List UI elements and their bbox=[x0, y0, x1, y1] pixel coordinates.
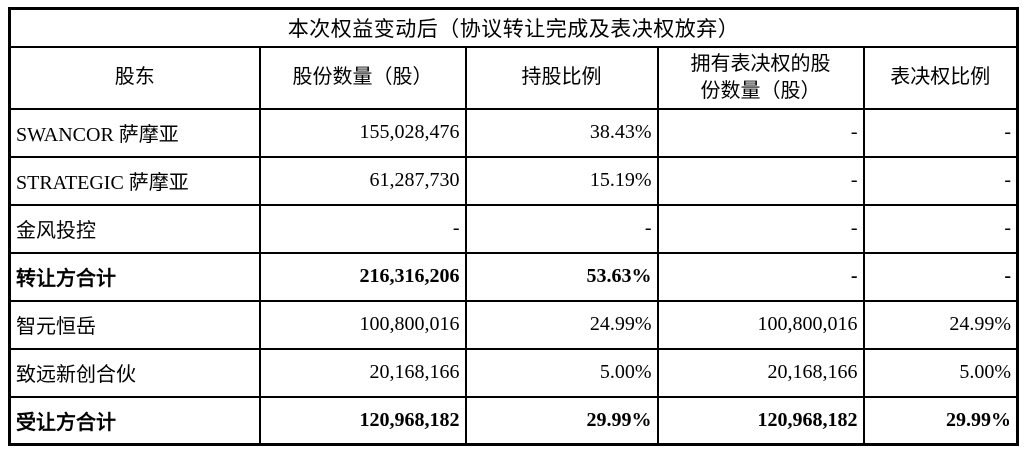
cell-voting-shares: - bbox=[656, 107, 865, 158]
cell-voting-shares: - bbox=[656, 203, 865, 254]
cell-shares: - bbox=[258, 203, 467, 254]
cell-holding-pct: 38.43% bbox=[464, 107, 659, 158]
table-row: 致远新创合伙 20,168,166 5.00% 20,168,166 5.00% bbox=[8, 347, 1019, 398]
cell-voting-shares: 20,168,166 bbox=[656, 347, 865, 398]
cell-shares: 61,287,730 bbox=[258, 155, 467, 206]
col-header-holding-pct: 持股比例 bbox=[464, 45, 659, 110]
cell-voting-pct: - bbox=[862, 155, 1019, 206]
table-row: STRATEGIC 萨摩亚 61,287,730 15.19% - - bbox=[8, 155, 1019, 206]
equity-change-table: 本次权益变动后（协议转让完成及表决权放弃） 股东 股份数量（股） 持股比例 拥有… bbox=[8, 7, 1020, 446]
table-title-row: 本次权益变动后（协议转让完成及表决权放弃） bbox=[8, 7, 1019, 48]
cell-holding-pct: - bbox=[464, 203, 659, 254]
table-row-subtotal-transferee: 受让方合计 120,968,182 29.99% 120,968,182 29.… bbox=[8, 395, 1019, 446]
cell-shareholder: SWANCOR 萨摩亚 bbox=[8, 107, 261, 158]
col-header-shares: 股份数量（股） bbox=[258, 45, 467, 110]
cell-shareholder: 智元恒岳 bbox=[8, 299, 261, 350]
col-header-shareholder: 股东 bbox=[8, 45, 261, 110]
cell-shares: 216,316,206 bbox=[258, 251, 467, 302]
cell-shares: 20,168,166 bbox=[258, 347, 467, 398]
cell-voting-pct: - bbox=[862, 107, 1019, 158]
cell-holding-pct: 24.99% bbox=[464, 299, 659, 350]
cell-holding-pct: 29.99% bbox=[464, 395, 659, 446]
table-row: 智元恒岳 100,800,016 24.99% 100,800,016 24.9… bbox=[8, 299, 1019, 350]
cell-shareholder: 致远新创合伙 bbox=[8, 347, 261, 398]
cell-voting-pct: 5.00% bbox=[862, 347, 1019, 398]
cell-voting-shares: 100,800,016 bbox=[656, 299, 865, 350]
cell-holding-pct: 53.63% bbox=[464, 251, 659, 302]
cell-shares: 100,800,016 bbox=[258, 299, 467, 350]
cell-shareholder: 金风投控 bbox=[8, 203, 261, 254]
table-row: SWANCOR 萨摩亚 155,028,476 38.43% - - bbox=[8, 107, 1019, 158]
table-row-subtotal-transferor: 转让方合计 216,316,206 53.63% - - bbox=[8, 251, 1019, 302]
cell-voting-shares: - bbox=[656, 251, 865, 302]
table-title: 本次权益变动后（协议转让完成及表决权放弃） bbox=[8, 7, 1019, 48]
table-header-row: 股东 股份数量（股） 持股比例 拥有表决权的股 份数量（股） 表决权比例 bbox=[8, 45, 1019, 110]
table-row: 金风投控 - - - - bbox=[8, 203, 1019, 254]
cell-voting-pct: - bbox=[862, 251, 1019, 302]
cell-voting-pct: 29.99% bbox=[862, 395, 1019, 446]
cell-shareholder: STRATEGIC 萨摩亚 bbox=[8, 155, 261, 206]
cell-holding-pct: 15.19% bbox=[464, 155, 659, 206]
cell-shares: 120,968,182 bbox=[258, 395, 467, 446]
cell-voting-shares: 120,968,182 bbox=[656, 395, 865, 446]
cell-voting-pct: 24.99% bbox=[862, 299, 1019, 350]
col-header-voting-pct: 表决权比例 bbox=[862, 45, 1019, 110]
cell-holding-pct: 5.00% bbox=[464, 347, 659, 398]
cell-shares: 155,028,476 bbox=[258, 107, 467, 158]
cell-shareholder: 转让方合计 bbox=[8, 251, 261, 302]
cell-voting-pct: - bbox=[862, 203, 1019, 254]
cell-voting-shares: - bbox=[656, 155, 865, 206]
col-header-voting-shares: 拥有表决权的股 份数量（股） bbox=[656, 45, 865, 110]
cell-shareholder: 受让方合计 bbox=[8, 395, 261, 446]
